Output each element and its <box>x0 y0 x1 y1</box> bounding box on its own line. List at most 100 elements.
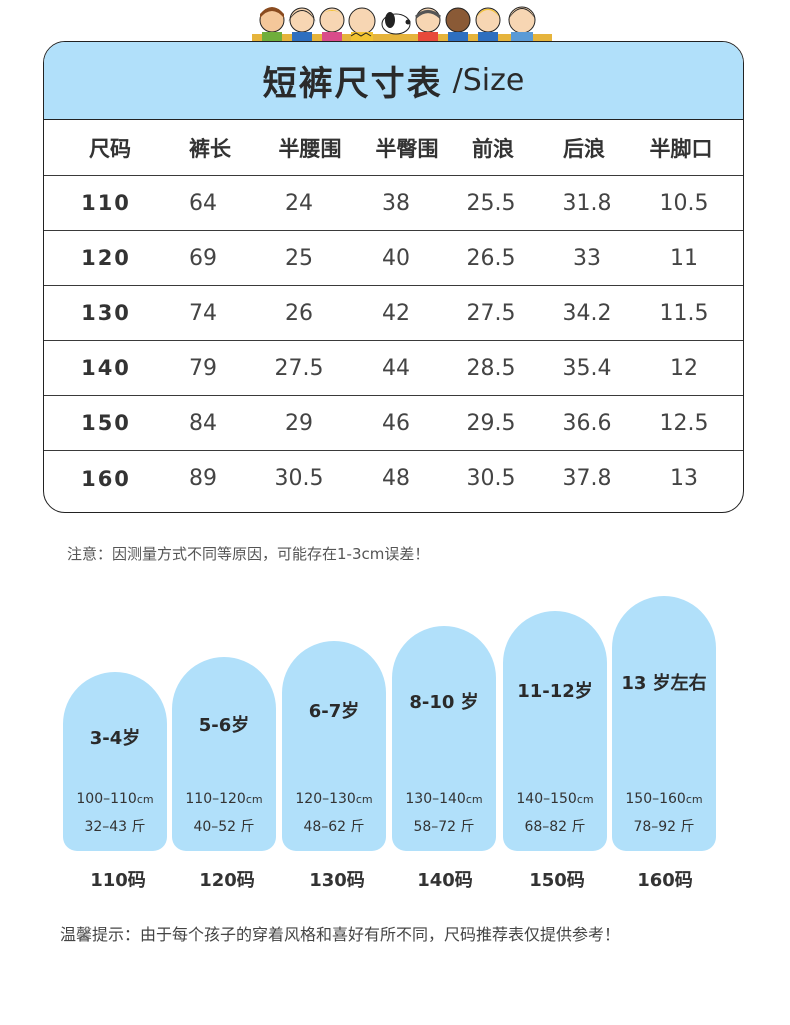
front-rise-cell: 28.5 <box>466 355 516 381</box>
half-hip-cell: 46 <box>382 410 410 436</box>
half-hip-cell: 44 <box>382 355 410 381</box>
age-card-160: 13 岁左右 150–160cm 78–92 斤 <box>612 596 716 851</box>
age-card-140: 8-10 岁 130–140cm 58–72 斤 <box>392 626 496 851</box>
weight-range: 48–62 斤 <box>303 819 365 835</box>
character-1 <box>259 7 285 42</box>
character-6 <box>414 7 442 42</box>
table-row: 140 79 27.5 44 28.5 35.4 12 <box>44 341 743 396</box>
size-table-header: 短裤尺寸表 /Size <box>44 42 743 120</box>
front-rise-cell: 30.5 <box>466 466 516 491</box>
size-cell: 160 <box>81 466 131 491</box>
front-rise-cell: 27.5 <box>466 300 516 326</box>
size-cell: 110 <box>81 191 131 215</box>
size-cell: 140 <box>81 356 131 380</box>
measurement-note: 注意：因测量方式不同等原因，可能存在1-3cm误差！ <box>67 545 430 563</box>
character-4 <box>348 7 376 42</box>
length-cell: 69 <box>189 245 217 271</box>
character-9 <box>508 6 536 42</box>
weight-range: 78–92 斤 <box>633 819 695 835</box>
age-card-150: 11-12岁 140–150cm 68–82 斤 <box>503 611 607 851</box>
back-rise-cell: 34.2 <box>562 300 612 326</box>
half-leg-opening-cell: 11.5 <box>659 300 709 326</box>
size-code-label: 120码 <box>199 870 255 891</box>
age-card-130: 6-7岁 120–130cm 48–62 斤 <box>282 641 386 851</box>
length-cell: 84 <box>189 410 217 436</box>
size-table-card: 短裤尺寸表 /Size 尺码 裤长 半腰围 半臀围 前浪 后浪 半脚口 110 … <box>43 41 744 513</box>
size-cell: 120 <box>81 246 131 270</box>
column-header-front-rise: 前浪 <box>472 136 514 161</box>
front-rise-cell: 26.5 <box>466 245 516 271</box>
age-card-110: 3-4岁 100–110cm 32–43 斤 <box>63 672 167 851</box>
half-leg-opening-cell: 12 <box>670 355 698 381</box>
length-cell: 64 <box>189 190 217 216</box>
half-waist-cell: 26 <box>285 300 313 326</box>
half-leg-opening-cell: 11 <box>670 245 698 271</box>
size-code-label: 150码 <box>529 870 585 891</box>
half-hip-cell: 48 <box>382 466 410 491</box>
weight-range: 40–52 斤 <box>193 819 255 835</box>
character-2 <box>288 7 316 42</box>
age-label: 13 岁左右 <box>621 673 707 694</box>
snoopy <box>381 12 411 35</box>
half-leg-opening-cell: 13 <box>670 466 698 491</box>
size-cell: 150 <box>81 411 131 435</box>
length-cell: 74 <box>189 300 217 326</box>
table-row: 110 64 24 38 25.5 31.8 10.5 <box>44 176 743 231</box>
half-hip-cell: 40 <box>382 245 410 271</box>
half-waist-cell: 25 <box>285 245 313 271</box>
age-card-120: 5-6岁 110–120cm 40–52 斤 <box>172 657 276 851</box>
back-rise-cell: 35.4 <box>562 355 612 381</box>
front-rise-cell: 25.5 <box>466 190 516 216</box>
character-7 <box>445 7 471 42</box>
table-row: 120 69 25 40 26.5 33 11 <box>44 231 743 286</box>
half-waist-cell: 24 <box>285 190 313 216</box>
height-range: 150–160cm <box>625 791 703 807</box>
table-row: 160 89 30.5 48 30.5 37.8 13 <box>44 451 743 506</box>
half-leg-opening-cell: 10.5 <box>659 190 709 216</box>
table-row: 130 74 26 42 27.5 34.2 11.5 <box>44 286 743 341</box>
age-label: 5-6岁 <box>198 715 250 736</box>
column-header-half-hip: 半臀围 <box>375 136 439 161</box>
column-header-back-rise: 后浪 <box>563 136 605 161</box>
character-3 <box>319 7 345 42</box>
column-header-length: 裤长 <box>189 136 231 161</box>
weight-range: 32–43 斤 <box>84 819 146 835</box>
back-rise-cell: 31.8 <box>562 190 612 216</box>
half-hip-cell: 38 <box>382 190 410 216</box>
front-rise-cell: 29.5 <box>466 410 516 436</box>
table-row: 150 84 29 46 29.5 36.6 12.5 <box>44 396 743 451</box>
age-label: 6-7岁 <box>308 701 360 722</box>
size-code-label: 160码 <box>637 870 693 891</box>
age-label: 11-12岁 <box>517 681 593 702</box>
half-leg-opening-cell: 12.5 <box>659 410 709 436</box>
back-rise-cell: 36.6 <box>562 410 612 436</box>
size-tip: 温馨提示：由于每个孩子的穿着风格和喜好有所不同，尺码推荐表仅提供参考！ <box>60 925 621 944</box>
height-range: 120–130cm <box>295 791 373 807</box>
half-waist-cell: 27.5 <box>274 355 324 381</box>
table-title-en: /Size <box>452 63 525 98</box>
height-range: 110–120cm <box>185 791 263 807</box>
size-code-label: 130码 <box>309 870 365 891</box>
length-cell: 79 <box>189 355 217 381</box>
size-code-label: 110码 <box>90 870 146 891</box>
size-cell: 130 <box>81 301 131 325</box>
half-waist-cell: 29 <box>285 410 313 436</box>
table-title: 短裤尺寸表 <box>262 64 443 104</box>
height-range: 100–110cm <box>76 791 154 807</box>
height-range: 140–150cm <box>516 791 594 807</box>
cartoon-characters-banner <box>252 6 552 42</box>
half-hip-cell: 42 <box>382 300 410 326</box>
column-header-half-leg-opening: 半脚口 <box>649 136 713 161</box>
column-header-half-waist: 半腰围 <box>278 136 342 161</box>
back-rise-cell: 37.8 <box>562 466 612 491</box>
weight-range: 58–72 斤 <box>413 819 475 835</box>
column-header-size: 尺码 <box>89 136 131 161</box>
character-8 <box>475 7 501 42</box>
height-range: 130–140cm <box>405 791 483 807</box>
back-rise-cell: 33 <box>573 245 601 271</box>
length-cell: 89 <box>189 466 217 491</box>
age-label: 8-10 岁 <box>409 692 479 713</box>
table-header-row: 尺码 裤长 半腰围 半臀围 前浪 后浪 半脚口 <box>44 120 743 176</box>
size-code-label: 140码 <box>417 870 473 891</box>
age-label: 3-4岁 <box>89 728 141 749</box>
